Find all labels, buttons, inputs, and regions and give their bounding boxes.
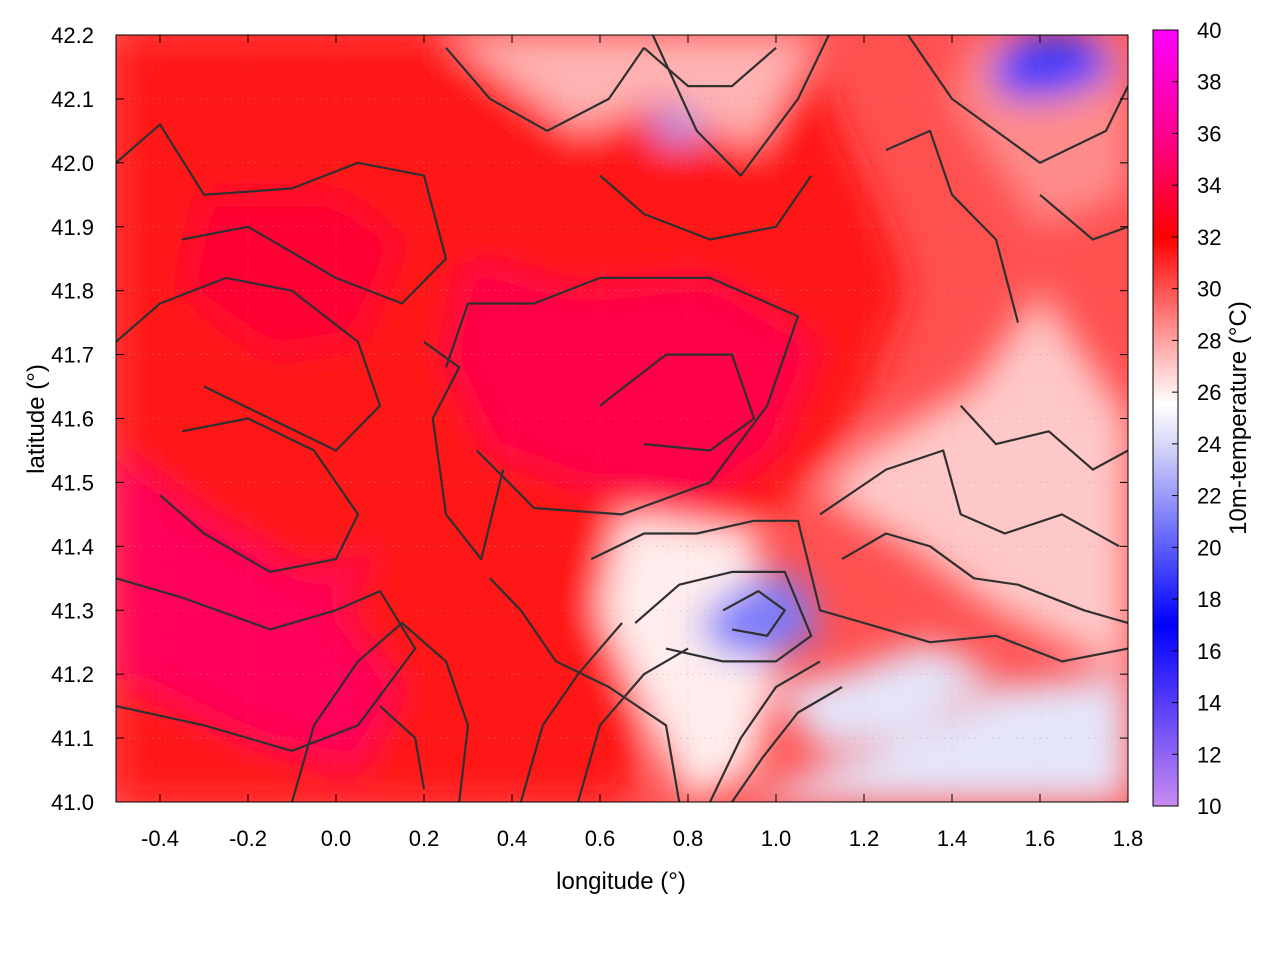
colorbar-tick-label: 28 (1197, 328, 1221, 353)
colorbar-tick-label: 34 (1197, 173, 1221, 198)
contour-line (445, 47, 645, 132)
temperature-region (696, 571, 820, 662)
temperature-region (116, 450, 402, 770)
colorbar-tick-label: 32 (1197, 225, 1221, 250)
x-axis-label: longitude (°) (556, 868, 686, 895)
x-tick-label: 1.0 (761, 826, 792, 851)
y-tick-label: 41.0 (51, 790, 94, 815)
colorbar-tick-label: 20 (1197, 535, 1221, 560)
contour-line (519, 622, 623, 802)
x-tick-label: -0.2 (229, 826, 267, 851)
contour-line (731, 686, 843, 802)
y-tick-label: 41.8 (51, 279, 94, 304)
contour-line (709, 660, 821, 802)
y-tick-label: 41.6 (51, 407, 94, 432)
x-tick-label: 0.4 (497, 826, 528, 851)
colorbar-tick-label: 18 (1197, 587, 1221, 612)
contour-line (643, 46, 777, 88)
contour-line (116, 577, 417, 753)
contour-line (590, 519, 1128, 663)
x-tick-label: 1.6 (1025, 826, 1056, 851)
contour-line (634, 570, 813, 663)
colorbar-tick-label: 36 (1197, 121, 1221, 146)
contour-line (651, 35, 830, 177)
x-tick-label: 1.8 (1113, 826, 1144, 851)
contour-line (1039, 193, 1128, 241)
contour-line (959, 404, 1128, 471)
y-tick-label: 41.3 (51, 598, 94, 623)
y-axis-label: latitude (°) (23, 364, 50, 474)
temperature-region (776, 642, 996, 751)
y-tick-label: 42.0 (51, 151, 94, 176)
colorbar-tick-label: 12 (1197, 742, 1221, 767)
colorbar-tick-label: 40 (1197, 18, 1221, 43)
contour-line (116, 276, 382, 452)
colorbar-tick-label: 26 (1197, 380, 1221, 405)
colorbar-tick-label: 16 (1197, 639, 1221, 664)
contour-line (489, 577, 681, 802)
y-tick-label: 42.2 (51, 23, 94, 48)
y-tick-label: 42.1 (51, 87, 94, 112)
contour-line (444, 276, 800, 516)
contour-line (423, 340, 505, 561)
contour-line (290, 621, 470, 802)
colorbar-ticks: 10 12 14 16 18 20 22 24 26 28 30 32 34 36 38 40 (1172, 18, 1221, 819)
x-tick-label: 0.2 (409, 826, 440, 851)
contour-line (907, 35, 1128, 164)
contour-line (722, 589, 786, 637)
y-axis-ticks: 41.0 41.1 41.2 41.3 41.4 41.5 41.6 41.7 41.8 41.9… (51, 23, 1128, 815)
contour-line (379, 705, 426, 790)
temperature-region (740, 674, 1128, 802)
y-tick-label: 41.5 (51, 470, 94, 495)
colorbar: 10 12 14 16 18 20 22 24 26 28 30 32 34 36 38 40 (1152, 18, 1221, 819)
x-tick-label: 1.4 (937, 826, 968, 851)
y-tick-label: 41.9 (51, 215, 94, 240)
plot-area (116, 35, 1128, 802)
contour-line (599, 174, 813, 241)
contour-line (599, 353, 756, 452)
temperature-region (182, 194, 402, 355)
y-tick-label: 41.1 (51, 726, 94, 751)
y-tick-label: 41.2 (51, 662, 94, 687)
contour-line (841, 532, 1128, 625)
colorbar-tick-label: 22 (1197, 484, 1221, 509)
x-tick-label: 0.8 (673, 826, 704, 851)
contour-line (576, 647, 689, 802)
x-axis-ticks: -0.4 -0.2 0.0 0.2 0.4 0.6 0.8 1.0 1.2 1.4 1.6 1.8 (141, 35, 1143, 851)
x-tick-label: 0.6 (585, 826, 616, 851)
y-tick-label: 41.7 (51, 343, 94, 368)
y-tick-label: 41.4 (51, 534, 94, 559)
x-tick-label: 1.2 (849, 826, 880, 851)
temperature-region (644, 111, 710, 144)
contour-line (116, 123, 448, 305)
colorbar-tick-label: 10 (1197, 794, 1221, 819)
contour-line (819, 449, 1120, 548)
contour-lines (116, 35, 1128, 802)
x-tick-label: -0.4 (141, 826, 179, 851)
temperature-region (446, 258, 820, 515)
contour-line (159, 417, 360, 574)
colorbar-tick-label: 30 (1197, 277, 1221, 302)
contour-line (885, 129, 1020, 323)
temperature-region (987, 35, 1120, 99)
colorbar-tick-label: 14 (1197, 691, 1221, 716)
x-tick-label: 0.0 (321, 826, 352, 851)
colorbar-label: 10m-temperature (°C) (1225, 301, 1252, 535)
colorbar-tick-label: 24 (1197, 432, 1221, 457)
colorbar-gradient (1152, 29, 1179, 807)
temperature-region (600, 514, 776, 802)
colorbar-tick-label: 38 (1197, 70, 1221, 95)
temperature-region (446, 35, 820, 150)
